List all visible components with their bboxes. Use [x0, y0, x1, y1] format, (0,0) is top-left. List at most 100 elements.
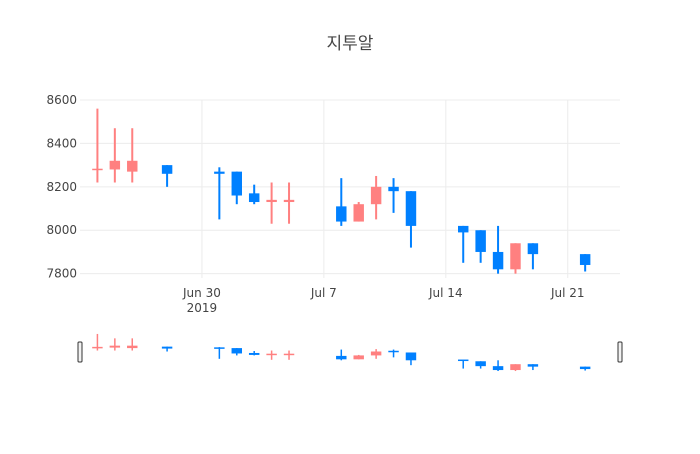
candle-body	[161, 165, 173, 174]
candle	[405, 191, 417, 248]
range-slider-left-handle[interactable]	[77, 341, 83, 363]
candles	[92, 108, 591, 274]
grid-lines	[80, 99, 620, 278]
slider-candle	[214, 347, 225, 359]
candle	[161, 165, 173, 187]
y-axis: 7800 8000 8200 8400 8600	[46, 93, 77, 281]
slider-candle	[231, 348, 242, 356]
candle-body	[214, 171, 225, 174]
candle	[475, 230, 486, 263]
candle	[579, 254, 591, 272]
candle-body	[283, 199, 295, 203]
candle	[458, 225, 469, 263]
x-tick-sublabel: 2019	[187, 301, 218, 315]
y-tick-label: 8600	[46, 93, 77, 107]
candle	[492, 225, 504, 274]
candle-body	[92, 346, 103, 349]
y-tick-label: 8200	[46, 180, 77, 194]
candle-body	[370, 186, 382, 205]
candle-body	[579, 366, 591, 370]
slider-candle	[405, 352, 417, 366]
range-slider-background	[80, 332, 620, 372]
slider-candle	[492, 360, 504, 372]
candle-body	[405, 352, 417, 361]
candle-body	[510, 243, 521, 270]
candle-body	[266, 353, 277, 356]
x-tick-label: Jun 30	[182, 286, 221, 300]
candle-body	[527, 364, 539, 367]
slider-candle	[388, 349, 399, 358]
range-slider-right-handle[interactable]	[617, 341, 623, 363]
candle	[214, 167, 225, 220]
candle-body	[214, 347, 225, 349]
slider-candle	[510, 364, 521, 372]
candle	[388, 178, 399, 213]
candle-body	[161, 346, 173, 349]
candle-body	[388, 350, 399, 353]
x-tick-label: Jul 21	[550, 286, 585, 300]
candle-body	[510, 364, 521, 371]
candle	[231, 171, 242, 205]
candle-body	[231, 348, 242, 354]
candle	[336, 178, 347, 226]
slider-candle	[109, 338, 121, 351]
y-tick-label: 7800	[46, 267, 77, 281]
candle-body	[283, 353, 295, 356]
slider-candle	[336, 349, 347, 361]
slider-candle	[266, 350, 277, 360]
candle-body	[109, 345, 121, 348]
candle	[353, 202, 364, 222]
candle-body	[475, 230, 486, 252]
candle-body	[458, 359, 469, 362]
slider-candle	[353, 354, 364, 360]
candle	[510, 243, 521, 274]
candle-body	[458, 225, 469, 233]
slider-candle	[283, 350, 295, 360]
candle-body	[475, 361, 486, 367]
candle-body	[231, 171, 242, 196]
slider-candle	[579, 366, 591, 371]
candle-body	[353, 204, 364, 222]
candle-body	[336, 206, 347, 222]
x-tick-label: Jul 7	[310, 286, 337, 300]
candle-body	[353, 355, 364, 360]
slider-candle	[458, 359, 469, 369]
slider-candle	[370, 349, 382, 359]
slider-candle	[248, 351, 260, 356]
candle-body	[127, 345, 138, 349]
y-tick-label: 8000	[46, 223, 77, 237]
range-slider[interactable]	[77, 332, 623, 372]
candle-body	[248, 193, 260, 203]
candle-body	[92, 168, 103, 171]
candle	[283, 182, 295, 224]
y-tick-label: 8400	[46, 136, 77, 150]
candle-body	[336, 355, 347, 360]
candle-body	[266, 199, 277, 203]
candle	[92, 108, 103, 183]
candle	[109, 128, 121, 183]
chart-title: 지투알	[327, 34, 374, 54]
candle-body	[527, 243, 539, 255]
slider-candle	[92, 333, 103, 351]
candle	[527, 243, 539, 270]
x-tick-label: Jul 14	[428, 286, 463, 300]
candle-body	[127, 160, 138, 172]
candle	[266, 182, 277, 224]
candle-body	[405, 191, 417, 226]
candle	[127, 128, 138, 183]
candle-body	[492, 251, 504, 270]
candle-body	[579, 254, 591, 265]
candle-body	[248, 352, 260, 355]
slider-candle	[161, 346, 173, 352]
candle	[370, 175, 382, 220]
candle-body	[109, 160, 121, 170]
candle-body	[388, 186, 399, 192]
slider-candle	[475, 361, 486, 369]
slider-candle	[527, 364, 539, 371]
candle-body	[492, 366, 504, 371]
candle-body	[370, 351, 382, 356]
candle	[248, 184, 260, 205]
